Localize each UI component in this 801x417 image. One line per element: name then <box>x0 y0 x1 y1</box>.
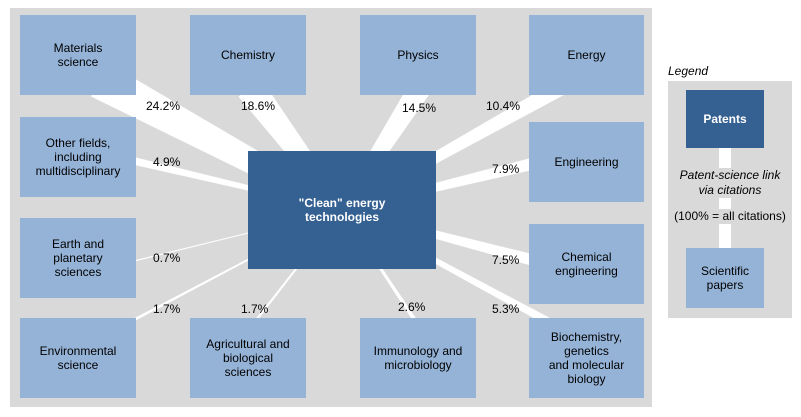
pct-chemical-engineering: 7.5% <box>492 253 520 267</box>
field-energy: Energy <box>529 15 644 95</box>
pct-materials-science: 24.2% <box>146 99 181 113</box>
legend-patents-box: Patents <box>686 90 764 148</box>
pct-earth-planetary: 0.7% <box>153 251 181 265</box>
clean-energy-technologies-box: "Clean" energy technologies <box>248 151 436 269</box>
field-engineering: Engineering <box>529 122 644 202</box>
legend-link-bar <box>719 146 731 250</box>
pct-chemistry: 18.6% <box>241 99 276 113</box>
pct-immunology-microbiology: 2.6% <box>398 300 426 314</box>
field-earth-planetary: Earth and planetary sciences <box>20 218 136 298</box>
pct-agricultural-biological: 1.7% <box>241 302 269 316</box>
legend-title: Legend <box>668 64 709 78</box>
pct-engineering: 7.9% <box>492 162 520 176</box>
field-immunology-microbiology: Immunology and microbiology <box>360 318 476 398</box>
pct-biochemistry: 5.3% <box>492 302 520 316</box>
pct-environmental-science: 1.7% <box>153 302 181 316</box>
field-chemical-engineering: Chemical engineering <box>529 224 644 304</box>
field-biochemistry: Biochemistry, genetics and molecular biolog… <box>529 318 644 398</box>
legend-note: (100% = all citations) <box>669 209 791 224</box>
field-environmental-science: Environmental science <box>20 318 136 398</box>
field-other-fields: Other fields, including multidisciplinary <box>20 117 136 197</box>
legend-papers-box: Scientific papers <box>686 248 764 308</box>
field-materials-science: Materials science <box>20 15 136 95</box>
legend-link-description: Patent-science link via citations <box>669 168 791 198</box>
pct-energy: 10.4% <box>486 99 521 113</box>
pct-physics: 14.5% <box>402 101 437 115</box>
field-agricultural-biological: Agricultural and biological sciences <box>190 318 306 398</box>
pct-other-fields: 4.9% <box>153 155 181 169</box>
field-physics: Physics <box>360 15 476 95</box>
field-chemistry: Chemistry <box>190 15 306 95</box>
